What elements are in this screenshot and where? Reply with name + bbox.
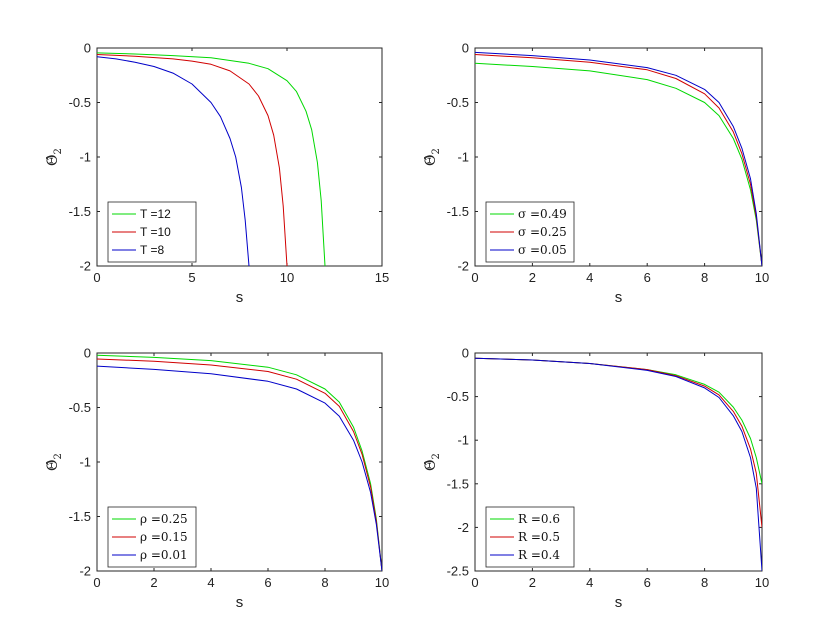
series-line-1 [475, 54, 762, 266]
y-tick-label: 0 [462, 346, 469, 361]
series-group [97, 354, 382, 571]
y-tick-label: -1.5 [447, 476, 469, 491]
legend-label-1: ρ =0.15 [140, 530, 188, 544]
x-tick-label: 4 [586, 575, 593, 590]
y-tick-label: -1.5 [447, 204, 469, 219]
series-group [475, 357, 762, 571]
x-tick-label: 2 [529, 270, 536, 285]
x-tick-label: 10 [280, 270, 294, 285]
y-tick-label: -0.5 [447, 95, 469, 110]
series-line-0 [97, 52, 326, 266]
series-line-1 [97, 54, 288, 266]
y-axis-label: Θ̂2 [45, 453, 64, 471]
x-tick-label: 2 [150, 575, 157, 590]
y-axis-label-subscript: 2 [53, 148, 64, 154]
series-group [97, 52, 326, 266]
y-tick-label: 0 [84, 346, 91, 361]
x-tick-label: 4 [207, 575, 214, 590]
x-tick-label: 0 [471, 270, 478, 285]
x-tick-label: 0 [471, 575, 478, 590]
y-tick-label: -2 [457, 520, 469, 535]
legend-label-0: ρ =0.25 [140, 512, 188, 526]
legend: T =12 T =10 T =8 [107, 201, 197, 263]
legend-label-1: T =10 [140, 225, 171, 239]
x-tick-label: 6 [644, 575, 651, 590]
y-axis-label: Θ̂2 [423, 148, 442, 166]
legend: σ =0.49 σ =0.25 σ =0.05 [485, 201, 575, 263]
legend-label-0: R =0.6 [518, 512, 560, 526]
series-line-0 [475, 62, 762, 266]
x-tick-label: 6 [264, 575, 271, 590]
legend-label-1: R =0.5 [518, 530, 560, 544]
x-axis-label: s [615, 594, 623, 611]
y-tick-label: -2 [457, 259, 469, 274]
series-line-1 [97, 358, 382, 571]
series-line-2 [475, 357, 762, 571]
y-tick-label: -0.5 [69, 400, 91, 415]
legend: R =0.6 R =0.5 R =0.4 [485, 506, 575, 568]
y-axis-label: Θ̂2 [45, 148, 64, 166]
y-tick-label: -1 [79, 150, 91, 165]
chart-panel-3: 0 2 4 6 8 100-0.5-1-1.5-2-2.5sΘ̂2R =0.6R =0.5… [423, 346, 769, 612]
y-tick-label: -1.5 [69, 204, 91, 219]
legend-label-2: T =8 [140, 243, 164, 257]
legend-label-2: R =0.4 [518, 548, 560, 562]
x-tick-label: 8 [701, 270, 708, 285]
y-tick-label: 0 [462, 41, 469, 56]
chart-panel-2: 0 2 4 6 8 100-0.5-1-1.5-2sΘ̂2ρ =0.25ρ =0.15ρ … [45, 346, 389, 612]
x-tick-label: 5 [188, 270, 195, 285]
x-tick-label: 8 [321, 575, 328, 590]
legend-label-2: ρ =0.01 [140, 548, 188, 562]
x-axis-label: s [236, 289, 244, 306]
y-axis-label-main: Θ̂ [423, 459, 439, 470]
legend-label-1: σ =0.25 [518, 225, 567, 239]
legend-label-0: σ =0.49 [518, 207, 567, 221]
y-axis-label: Θ̂2 [423, 453, 442, 471]
x-tick-label: 2 [529, 575, 536, 590]
x-tick-label: 0 [93, 575, 100, 590]
y-axis-label-main: Θ̂ [423, 154, 439, 165]
y-tick-label: -0.5 [69, 95, 91, 110]
x-tick-label: 10 [755, 575, 769, 590]
y-tick-label: -1.5 [69, 509, 91, 524]
y-axis-label-subscript: 2 [431, 148, 442, 154]
x-tick-label: 8 [701, 575, 708, 590]
chart-panel-0: 0 5 10 15 0 -0.5 -1 -1.5 -2 s Θ̂2 T =12 T =10 T =8 [45, 41, 389, 307]
y-tick-label: -2.5 [447, 564, 469, 579]
x-tick-label: 6 [644, 270, 651, 285]
x-tick-label: 4 [586, 270, 593, 285]
y-tick-label: -0.5 [447, 389, 469, 404]
y-axis-label-main: Θ̂ [45, 154, 61, 165]
x-tick-label: 10 [375, 575, 389, 590]
y-tick-label: -1 [457, 150, 469, 165]
x-tick-label: 10 [755, 270, 769, 285]
series-line-2 [97, 365, 382, 571]
x-tick-label: 0 [93, 270, 100, 285]
x-axis-label: s [615, 289, 623, 306]
y-tick-label: -2 [79, 564, 91, 579]
y-tick-label: -1 [457, 433, 469, 448]
legend: ρ =0.25 ρ =0.15 ρ =0.01 [107, 506, 197, 568]
chart-panel-1: 0 2 4 6 8 100-0.5-1-1.5-2sΘ̂2σ =0.49σ =0.25σ … [423, 41, 769, 307]
y-tick-label: -1 [79, 455, 91, 470]
y-tick-label: -2 [79, 259, 91, 274]
series-line-2 [97, 56, 250, 266]
series-line-0 [97, 354, 382, 571]
y-axis-label-main: Θ̂ [45, 459, 61, 470]
y-axis-label-subscript: 2 [53, 453, 64, 459]
y-axis-label-subscript: 2 [431, 453, 442, 459]
x-tick-label: 15 [375, 270, 389, 285]
series-group [475, 51, 762, 266]
legend-label-2: σ =0.05 [518, 243, 567, 257]
y-tick-label: 0 [84, 41, 91, 56]
x-axis-label: s [236, 594, 244, 611]
series-line-2 [475, 51, 762, 266]
legend-label-0: T =12 [140, 207, 171, 221]
